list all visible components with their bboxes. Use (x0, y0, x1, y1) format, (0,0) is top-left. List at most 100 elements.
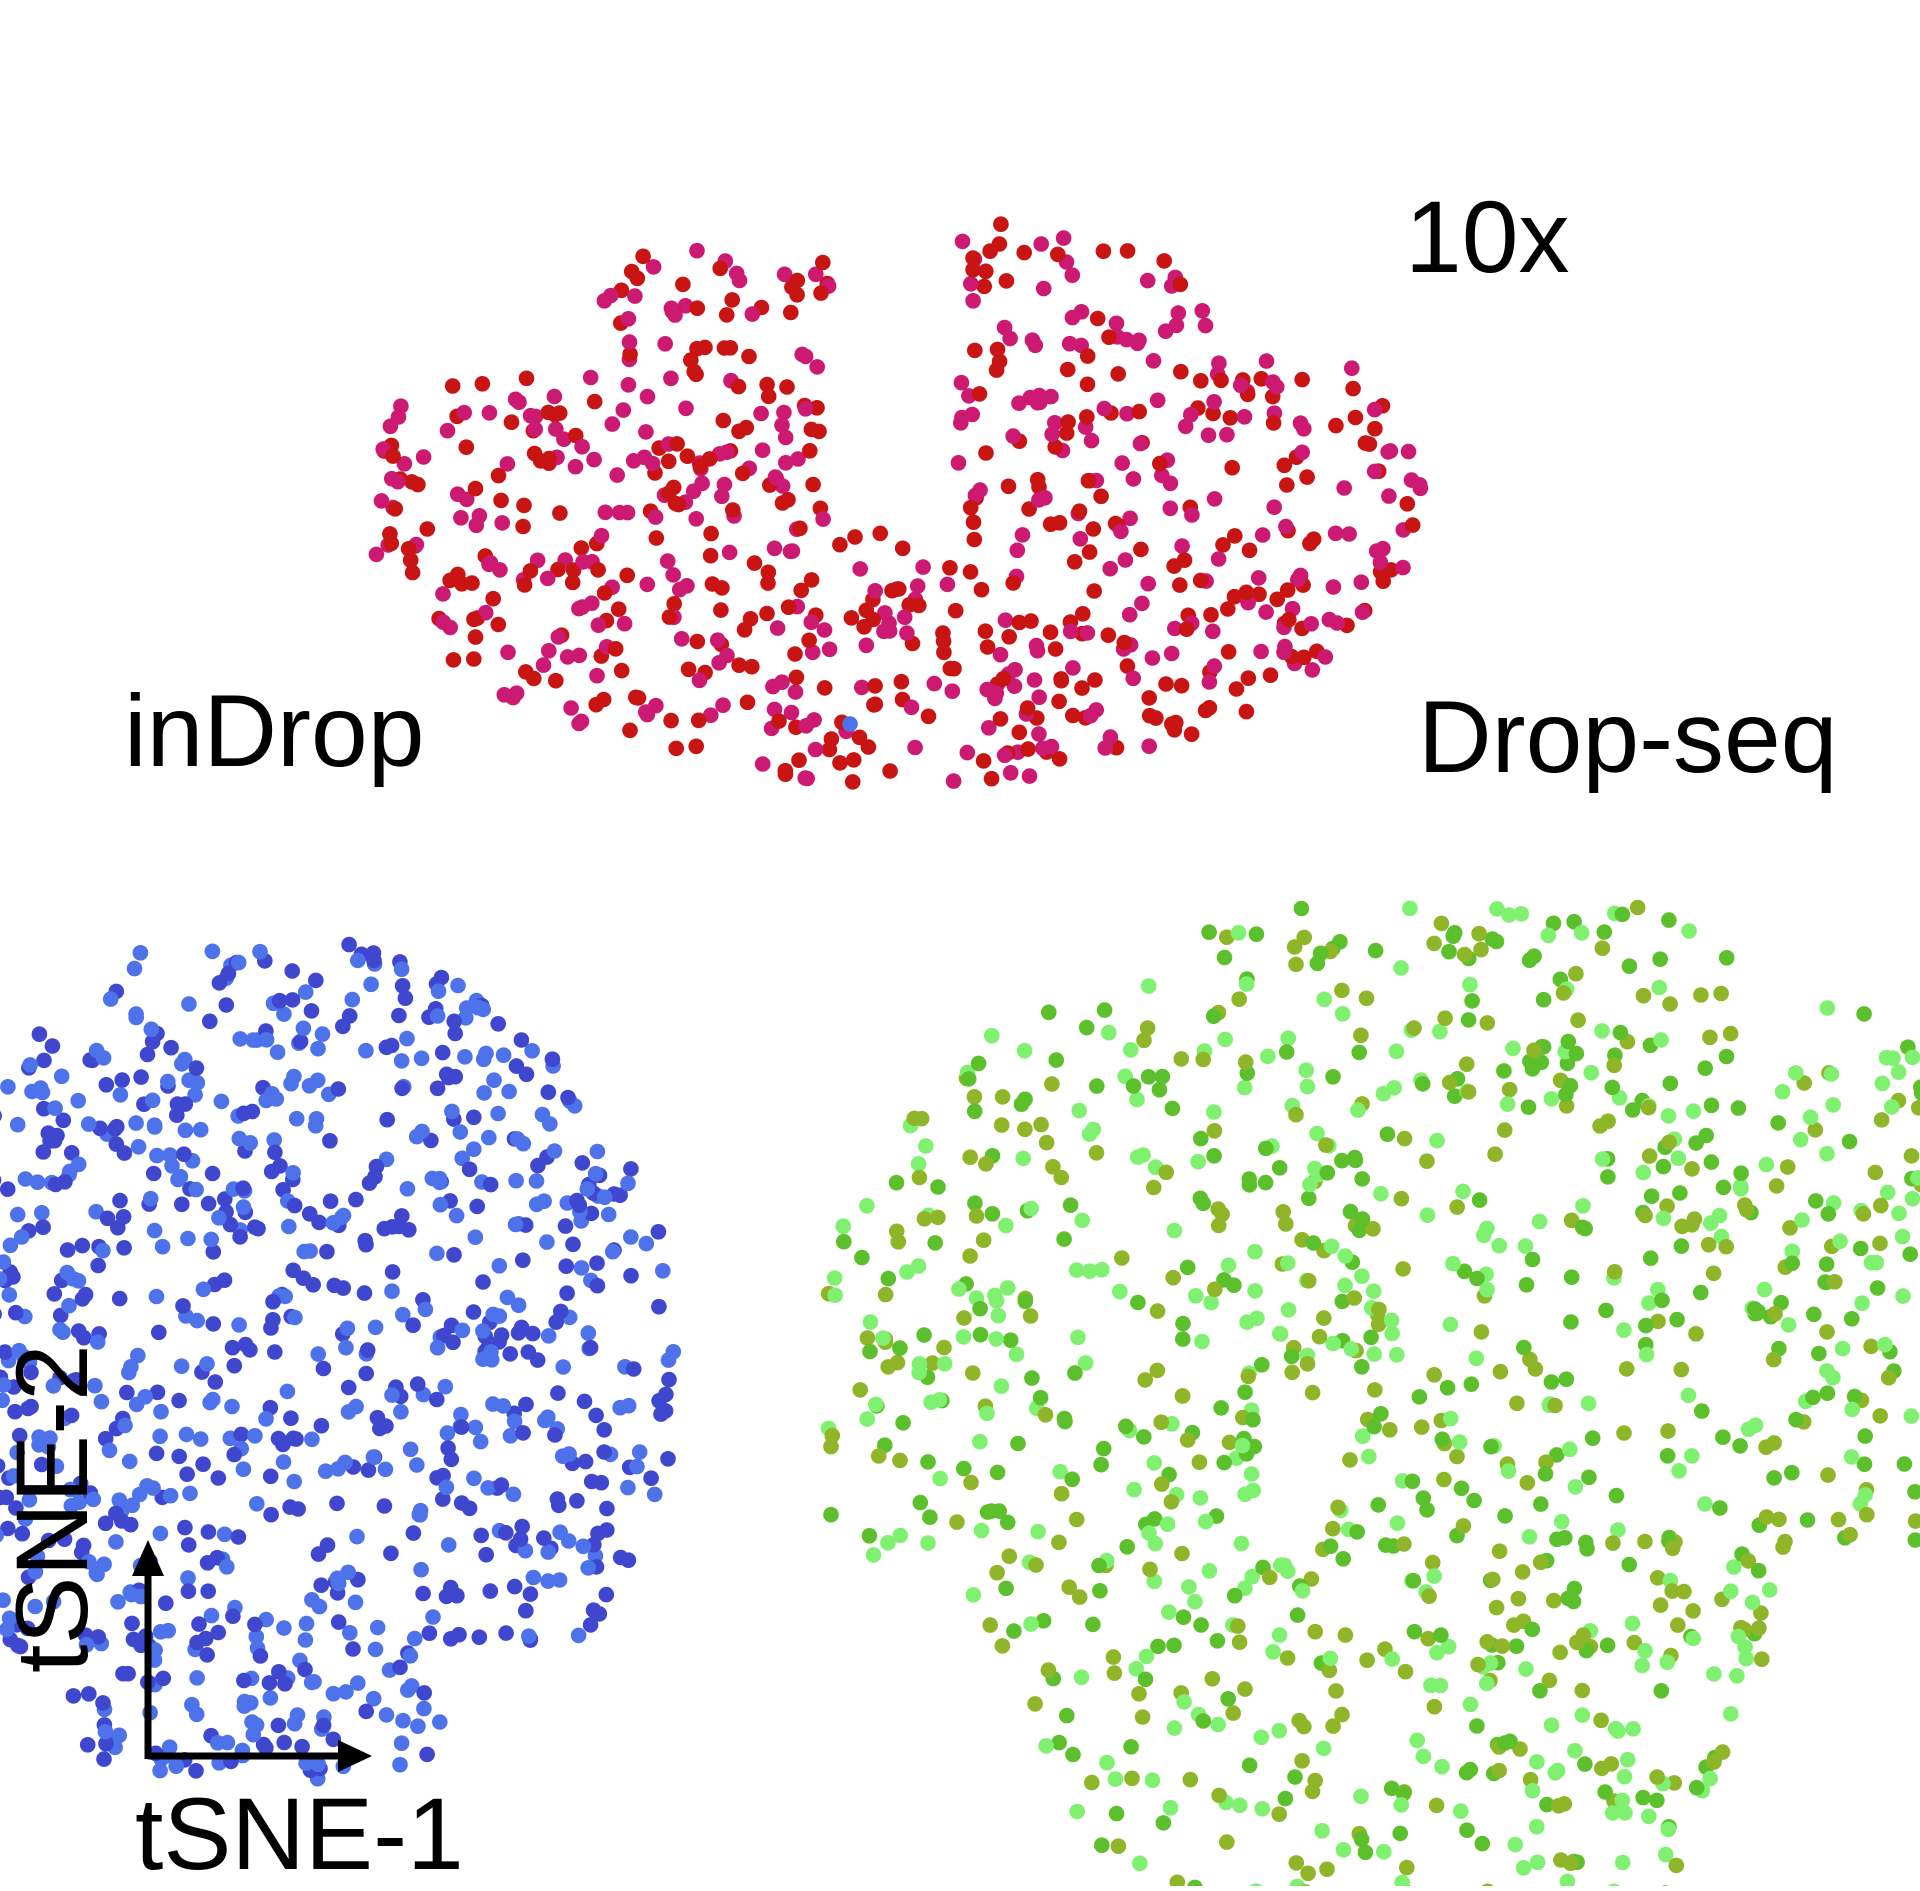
point-10x (1358, 435, 1374, 451)
point-10x (547, 389, 563, 405)
point-indrop (253, 1648, 269, 1664)
point-drop-seq (1868, 1165, 1884, 1181)
point-10x (1120, 243, 1136, 259)
point-indrop (114, 1072, 130, 1088)
point-drop-seq (1544, 1717, 1560, 1733)
point-10x (663, 713, 679, 729)
point-indrop (184, 1697, 200, 1713)
point-10x (741, 349, 757, 365)
point-drop-seq (1176, 1694, 1192, 1710)
point-drop-seq (1891, 1206, 1907, 1222)
point-drop-seq (988, 1331, 1004, 1347)
point-indrop (340, 1321, 356, 1337)
point-10x (713, 602, 729, 618)
point-10x (965, 293, 981, 309)
point-indrop (623, 1229, 639, 1245)
point-drop-seq (1544, 1374, 1560, 1390)
point-indrop (287, 1198, 303, 1214)
point-drop-seq (1445, 1256, 1461, 1272)
point-10x (621, 311, 637, 327)
point-10x (560, 649, 576, 665)
point-10x (1090, 311, 1106, 327)
point-10x (702, 451, 718, 467)
point-drop-seq (1745, 1595, 1761, 1611)
point-10x (1401, 444, 1417, 460)
point-drop-seq (956, 1310, 972, 1326)
point-indrop (267, 1344, 283, 1360)
point-10x (1233, 378, 1249, 394)
point-drop-seq (1280, 1650, 1296, 1666)
point-drop-seq (1075, 1213, 1091, 1229)
point-indrop (308, 1118, 324, 1134)
point-drop-seq (1174, 1051, 1190, 1067)
point-drop-seq (1529, 1754, 1545, 1770)
point-10x (1087, 672, 1103, 688)
point-drop-seq (1296, 930, 1312, 946)
point-10x (725, 502, 741, 518)
point-10x (1367, 464, 1383, 480)
point-indrop (95, 1243, 111, 1259)
point-indrop (513, 1531, 529, 1547)
point-10x (690, 634, 706, 650)
point-drop-seq (1511, 1591, 1527, 1607)
point-10x (1326, 579, 1342, 595)
point-drop-seq (1441, 944, 1457, 960)
point-10x (383, 419, 399, 435)
point-drop-seq (1384, 1781, 1400, 1797)
point-indrop (143, 1191, 159, 1207)
point-indrop (326, 1686, 342, 1702)
point-10x (954, 375, 970, 391)
point-indrop (385, 1264, 401, 1280)
point-10x (619, 568, 635, 584)
point-10x (1195, 303, 1211, 319)
point-10x (1179, 621, 1195, 637)
point-indrop (588, 1166, 604, 1182)
point-10x (791, 752, 807, 768)
point-10x (936, 633, 952, 649)
point-indrop (430, 1008, 446, 1024)
point-indrop (199, 1356, 215, 1372)
point-drop-seq (1301, 1273, 1317, 1289)
point-indrop (425, 1171, 441, 1187)
point-drop-seq (1767, 1306, 1783, 1322)
point-indrop (540, 1409, 556, 1425)
point-10x (768, 470, 784, 486)
point-indrop (70, 1093, 86, 1109)
point-drop-seq (1193, 1131, 1209, 1147)
point-indrop (581, 1325, 597, 1341)
point-10x (466, 612, 482, 628)
point-10x (1036, 281, 1052, 297)
point-drop-seq (1669, 1312, 1685, 1328)
point-drop-seq (1041, 1662, 1057, 1678)
point-10x (982, 243, 998, 259)
point-drop-seq (1290, 1607, 1306, 1623)
point-drop-seq (1660, 1448, 1676, 1464)
point-indrop (205, 944, 221, 960)
point-drop-seq (1395, 1261, 1411, 1277)
point-10x (404, 474, 420, 490)
point-drop-seq (1211, 1218, 1227, 1234)
point-drop-seq (1291, 1713, 1307, 1729)
point-10x (964, 407, 980, 423)
point-10x (453, 510, 469, 526)
point-10x (1253, 644, 1269, 660)
point-10x (927, 676, 943, 692)
point-drop-seq (1353, 1789, 1369, 1805)
point-indrop (462, 1501, 478, 1517)
point-drop-seq (1620, 1752, 1636, 1768)
point-drop-seq (1598, 1303, 1614, 1319)
point-10x (978, 445, 994, 461)
point-drop-seq (1288, 1107, 1304, 1123)
point-indrop (515, 1252, 531, 1268)
point-drop-seq (967, 1104, 983, 1120)
point-indrop (304, 1003, 320, 1019)
point-indrop (523, 1586, 539, 1602)
point-10x (515, 519, 531, 535)
point-10x (996, 671, 1012, 687)
point-indrop (54, 1069, 70, 1085)
point-drop-seq (1497, 1122, 1513, 1138)
point-indrop (605, 1244, 621, 1260)
point-indrop (147, 1117, 163, 1133)
point-drop-seq (1203, 1295, 1219, 1311)
point-drop-seq (1581, 1396, 1597, 1412)
